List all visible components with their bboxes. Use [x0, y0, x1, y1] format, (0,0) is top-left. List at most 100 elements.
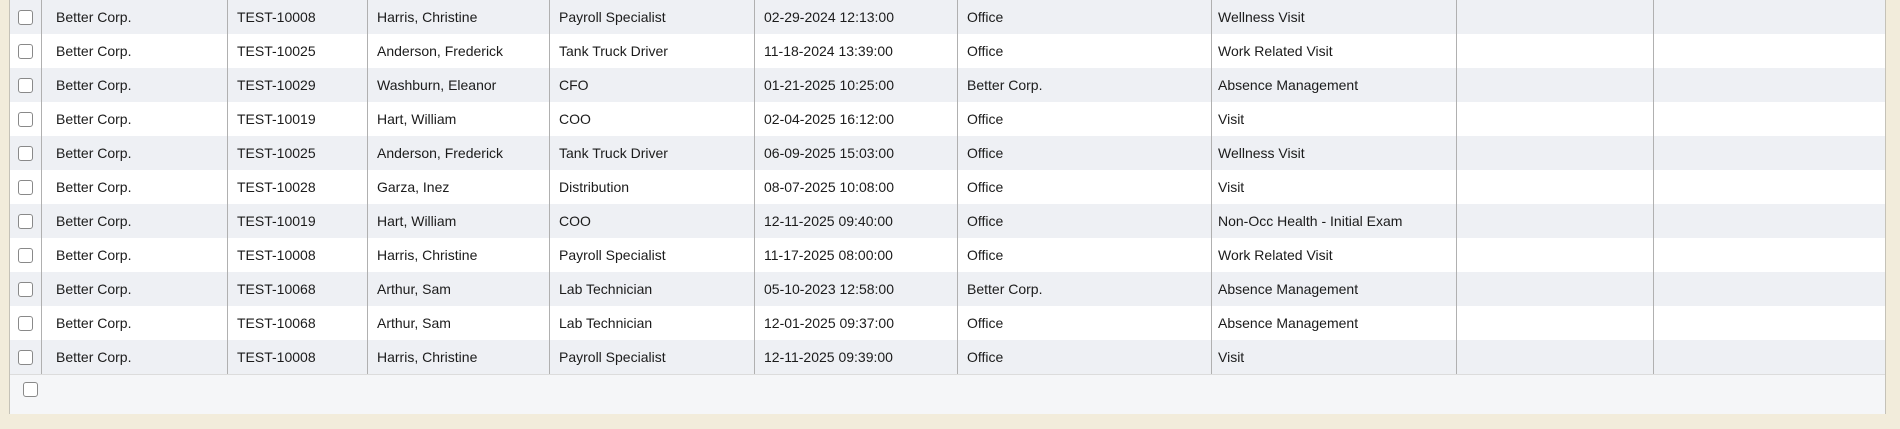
- employee-name-cell: Garza, Inez: [368, 170, 550, 204]
- location-cell: Better Corp.: [958, 272, 1212, 306]
- select-all-checkbox[interactable]: [23, 382, 38, 397]
- company-cell: Better Corp.: [42, 272, 228, 306]
- table-body: Better Corp. TEST-10008 Harris, Christin…: [10, 0, 1885, 374]
- scheduled-datetime-cell: 11-18-2024 13:39:00: [755, 34, 958, 68]
- empty-cell: [1654, 102, 1885, 136]
- job-title-cell: Tank Truck Driver: [550, 136, 755, 170]
- employee-id-cell: TEST-10068: [228, 272, 368, 306]
- empty-cell: [1457, 136, 1654, 170]
- scheduled-datetime-cell: 06-09-2025 15:03:00: [755, 136, 958, 170]
- employee-id-cell: TEST-10068: [228, 306, 368, 340]
- employee-id-cell: TEST-10008: [228, 0, 368, 34]
- row-checkbox[interactable]: [18, 247, 33, 263]
- table-row[interactable]: Better Corp. TEST-10029 Washburn, Eleano…: [10, 68, 1885, 102]
- row-checkbox[interactable]: [18, 145, 33, 161]
- row-select-cell: [10, 272, 42, 306]
- job-title-cell: Payroll Specialist: [550, 0, 755, 34]
- visit-type-cell: Wellness Visit: [1212, 0, 1457, 34]
- company-cell: Better Corp.: [42, 170, 228, 204]
- empty-cell: [1457, 68, 1654, 102]
- job-title-cell: Distribution: [550, 170, 755, 204]
- row-select-cell: [10, 0, 42, 34]
- job-title-cell: Payroll Specialist: [550, 238, 755, 272]
- row-checkbox[interactable]: [18, 43, 33, 59]
- table-row[interactable]: Better Corp. TEST-10008 Harris, Christin…: [10, 238, 1885, 272]
- table-row[interactable]: Better Corp. TEST-10008 Harris, Christin…: [10, 0, 1885, 34]
- table-row[interactable]: Better Corp. TEST-10068 Arthur, Sam Lab …: [10, 306, 1885, 340]
- visit-type-cell: Absence Management: [1212, 68, 1457, 102]
- empty-cell: [1654, 306, 1885, 340]
- visit-type-cell: Visit: [1212, 102, 1457, 136]
- row-checkbox[interactable]: [18, 349, 33, 365]
- location-cell: Office: [958, 136, 1212, 170]
- employee-name-cell: Harris, Christine: [368, 340, 550, 374]
- table-footer: [10, 374, 1885, 414]
- table-row[interactable]: Better Corp. TEST-10019 Hart, William CO…: [10, 204, 1885, 238]
- employee-id-cell: TEST-10008: [228, 340, 368, 374]
- table-row[interactable]: Better Corp. TEST-10025 Anderson, Freder…: [10, 136, 1885, 170]
- scheduled-datetime-cell: 12-11-2025 09:40:00: [755, 204, 958, 238]
- employee-id-cell: TEST-10025: [228, 34, 368, 68]
- empty-cell: [1457, 102, 1654, 136]
- row-select-cell: [10, 102, 42, 136]
- row-select-cell: [10, 136, 42, 170]
- scheduled-datetime-cell: 12-01-2025 09:37:00: [755, 306, 958, 340]
- table-row[interactable]: Better Corp. TEST-10019 Hart, William CO…: [10, 102, 1885, 136]
- company-cell: Better Corp.: [42, 34, 228, 68]
- job-title-cell: Lab Technician: [550, 272, 755, 306]
- company-cell: Better Corp.: [42, 136, 228, 170]
- row-select-cell: [10, 306, 42, 340]
- employee-id-cell: TEST-10019: [228, 204, 368, 238]
- empty-cell: [1457, 340, 1654, 374]
- location-cell: Office: [958, 102, 1212, 136]
- empty-cell: [1654, 238, 1885, 272]
- employee-name-cell: Washburn, Eleanor: [368, 68, 550, 102]
- scheduled-datetime-cell: 02-29-2024 12:13:00: [755, 0, 958, 34]
- location-cell: Office: [958, 0, 1212, 34]
- employee-id-cell: TEST-10029: [228, 68, 368, 102]
- employee-name-cell: Arthur, Sam: [368, 272, 550, 306]
- employee-name-cell: Harris, Christine: [368, 0, 550, 34]
- job-title-cell: CFO: [550, 68, 755, 102]
- table-row[interactable]: Better Corp. TEST-10028 Garza, Inez Dist…: [10, 170, 1885, 204]
- scheduled-datetime-cell: 05-10-2023 12:58:00: [755, 272, 958, 306]
- row-checkbox[interactable]: [18, 179, 33, 195]
- empty-cell: [1654, 340, 1885, 374]
- company-cell: Better Corp.: [42, 68, 228, 102]
- company-cell: Better Corp.: [42, 340, 228, 374]
- row-checkbox[interactable]: [18, 77, 33, 93]
- table-row[interactable]: Better Corp. TEST-10008 Harris, Christin…: [10, 340, 1885, 374]
- employee-name-cell: Hart, William: [368, 102, 550, 136]
- row-select-cell: [10, 34, 42, 68]
- location-cell: Better Corp.: [958, 68, 1212, 102]
- company-cell: Better Corp.: [42, 238, 228, 272]
- empty-cell: [1457, 306, 1654, 340]
- empty-cell: [1457, 0, 1654, 34]
- job-title-cell: Payroll Specialist: [550, 340, 755, 374]
- row-checkbox[interactable]: [18, 9, 33, 25]
- row-checkbox[interactable]: [18, 213, 33, 229]
- table-row[interactable]: Better Corp. TEST-10025 Anderson, Freder…: [10, 34, 1885, 68]
- empty-cell: [1654, 136, 1885, 170]
- table-row[interactable]: Better Corp. TEST-10068 Arthur, Sam Lab …: [10, 272, 1885, 306]
- row-select-cell: [10, 68, 42, 102]
- job-title-cell: Lab Technician: [550, 306, 755, 340]
- row-select-cell: [10, 238, 42, 272]
- row-checkbox[interactable]: [18, 111, 33, 127]
- location-cell: Office: [958, 306, 1212, 340]
- row-checkbox[interactable]: [18, 281, 33, 297]
- employee-name-cell: Anderson, Frederick: [368, 136, 550, 170]
- empty-cell: [1457, 204, 1654, 238]
- row-checkbox[interactable]: [18, 315, 33, 331]
- location-cell: Office: [958, 34, 1212, 68]
- location-cell: Office: [958, 170, 1212, 204]
- empty-cell: [1457, 272, 1654, 306]
- visit-type-cell: Wellness Visit: [1212, 136, 1457, 170]
- company-cell: Better Corp.: [42, 102, 228, 136]
- empty-cell: [1654, 34, 1885, 68]
- empty-cell: [1457, 238, 1654, 272]
- visit-type-cell: Absence Management: [1212, 272, 1457, 306]
- visit-type-cell: Visit: [1212, 340, 1457, 374]
- employee-name-cell: Harris, Christine: [368, 238, 550, 272]
- job-title-cell: COO: [550, 102, 755, 136]
